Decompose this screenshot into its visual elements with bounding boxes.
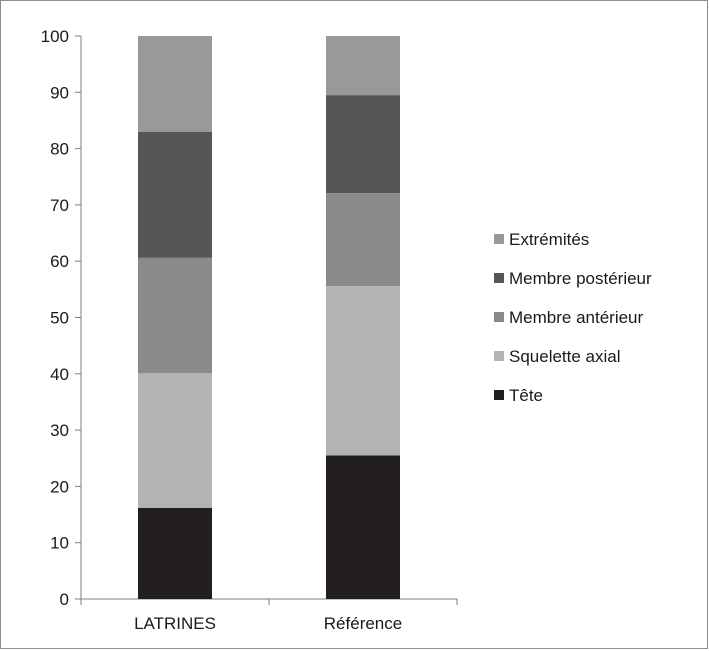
bar-segment-1-2 bbox=[326, 193, 400, 286]
x-tick-label: Référence bbox=[324, 614, 402, 633]
legend-label: Squelette axial bbox=[509, 347, 621, 366]
bar-segment-0-1 bbox=[138, 373, 212, 508]
bar-segment-0-4 bbox=[138, 36, 212, 132]
legend-swatch bbox=[494, 351, 504, 361]
bar-segment-0-2 bbox=[138, 257, 212, 374]
x-tick-label: LATRINES bbox=[134, 614, 216, 633]
y-tick-label: 60 bbox=[50, 252, 69, 271]
y-tick-label: 70 bbox=[50, 196, 69, 215]
legend-swatch bbox=[494, 234, 504, 244]
legend-swatch bbox=[494, 390, 504, 400]
y-tick-label: 100 bbox=[41, 27, 69, 46]
y-tick-label: 0 bbox=[60, 590, 69, 609]
bar-segment-1-0 bbox=[326, 455, 400, 599]
legend-label: Membre antérieur bbox=[509, 308, 644, 327]
bar-segment-1-1 bbox=[326, 285, 400, 456]
legend-swatch bbox=[494, 273, 504, 283]
bar-segment-1-3 bbox=[326, 95, 400, 194]
bar-segment-0-0 bbox=[138, 507, 212, 599]
y-tick-label: 30 bbox=[50, 421, 69, 440]
bar-segment-0-3 bbox=[138, 131, 212, 258]
legend-swatch bbox=[494, 312, 504, 322]
legend-label: Tête bbox=[509, 386, 543, 405]
y-tick-label: 40 bbox=[50, 365, 69, 384]
y-tick-label: 80 bbox=[50, 140, 69, 159]
y-tick-label: 90 bbox=[50, 83, 69, 102]
legend-label: Extrémités bbox=[509, 230, 589, 249]
bar-segment-1-4 bbox=[326, 36, 400, 96]
legend-label: Membre postérieur bbox=[509, 269, 652, 288]
y-tick-label: 10 bbox=[50, 534, 69, 553]
y-tick-label: 50 bbox=[50, 309, 69, 328]
y-tick-label: 20 bbox=[50, 477, 69, 496]
